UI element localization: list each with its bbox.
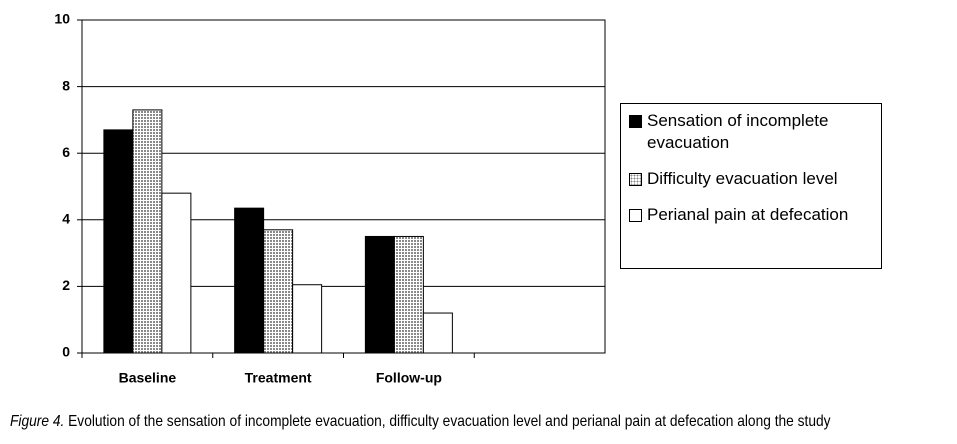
caption: Figure 4. Evolution of the sensation of … — [10, 413, 831, 431]
y-tick-label: 2 — [62, 277, 70, 293]
y-tick-label: 6 — [62, 144, 70, 160]
bar — [292, 284, 323, 354]
legend-label: Difficulty evacuation level — [647, 169, 838, 188]
y-tick-label: 4 — [62, 211, 70, 227]
bar — [132, 109, 163, 354]
x-tick-label: Follow-up — [376, 370, 442, 386]
x-tick-label: Treatment — [245, 370, 312, 386]
bar — [161, 192, 192, 354]
y-tick-label: 10 — [54, 11, 70, 27]
bar — [364, 235, 395, 354]
y-tick-label: 8 — [62, 77, 70, 93]
bar — [393, 235, 424, 354]
caption-label: Figure 4. — [10, 413, 65, 430]
legend-item: Difficulty evacuation level — [627, 168, 875, 190]
legend-item: Sensation of incomplete evacuation — [627, 110, 875, 154]
bar — [263, 229, 294, 354]
y-tick-label: 0 — [62, 344, 70, 360]
legend-label: Sensation of incomplete evacuation — [647, 111, 829, 152]
legend-swatch — [629, 209, 642, 222]
bar — [422, 312, 453, 354]
legend: Sensation of incomplete evacuation Diffic… — [620, 103, 882, 269]
legend-label: Perianal pain at defecation — [647, 205, 849, 224]
legend-item: Perianal pain at defecation — [627, 204, 875, 226]
x-tick-label: Baseline — [119, 370, 177, 386]
bar — [234, 207, 265, 354]
legend-swatch — [629, 115, 642, 128]
bar — [103, 129, 134, 354]
legend-swatch — [629, 173, 642, 186]
caption-text: Evolution of the sensation of incomplete… — [68, 413, 831, 430]
